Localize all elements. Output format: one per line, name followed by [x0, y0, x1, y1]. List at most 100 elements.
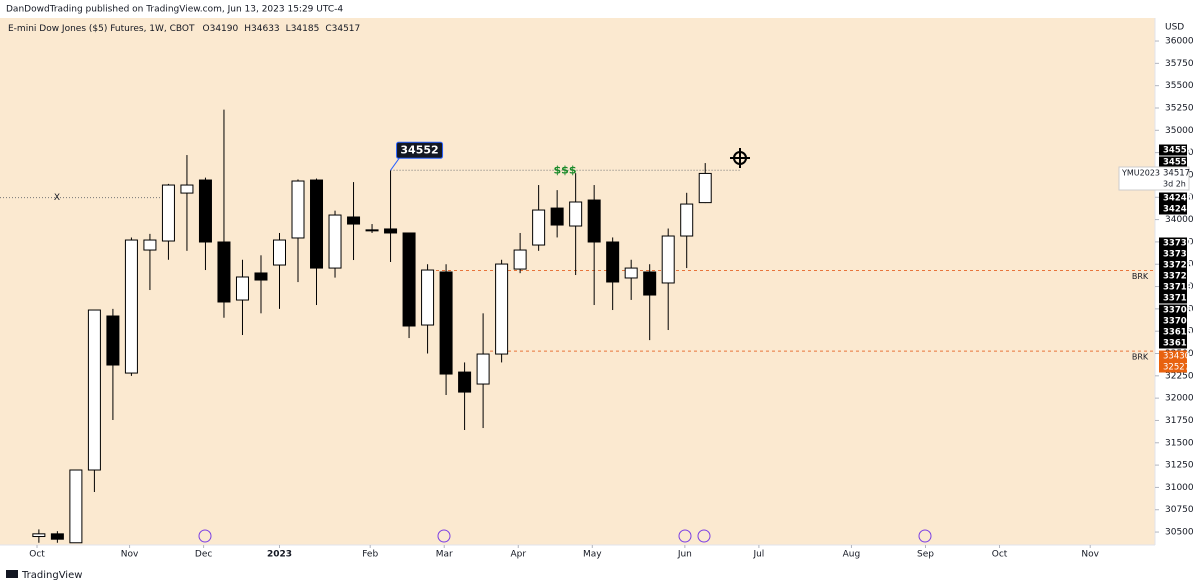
y-tick-label: 35000 — [1165, 126, 1194, 136]
candle-body — [680, 203, 694, 237]
candle-body — [69, 469, 83, 544]
price-badge — [1159, 156, 1187, 168]
x-tick-label: Aug — [843, 550, 861, 560]
candle-body — [198, 179, 212, 243]
price-badge-label: 34551 — [1163, 158, 1193, 168]
x-tick-label: Nov — [121, 550, 139, 560]
candle-body — [347, 216, 361, 225]
candle-body — [143, 239, 157, 251]
candle-body — [698, 172, 712, 204]
brk-label: BRK — [1132, 353, 1149, 362]
symbol: E-mini Dow Jones ($5) Futures, 1W, CBOT — [8, 24, 195, 34]
countdown: 3d 2h — [1163, 180, 1186, 189]
x-tick-label: Dec — [195, 550, 212, 560]
candle-body — [87, 309, 101, 471]
price-badge — [1159, 144, 1187, 156]
candle-body — [254, 272, 268, 281]
ohlc-letter: C — [325, 24, 331, 34]
y-tick-label: 30500 — [1165, 528, 1194, 538]
event-icons — [198, 529, 932, 543]
price-badge-label: 33726 — [1163, 272, 1193, 282]
price-badge-label: 33719 — [1163, 283, 1193, 293]
candle-body — [569, 201, 583, 227]
x-tick-label: 2023 — [267, 550, 292, 560]
price-badge — [1159, 203, 1187, 215]
ohlc-letter: O — [203, 24, 210, 34]
candle-body — [476, 353, 490, 385]
brk-label: BRK — [1132, 272, 1149, 281]
y-tick-label: 31750 — [1165, 416, 1194, 426]
x-tick-label: Sep — [917, 550, 934, 560]
price-badge-label: 34246 — [1163, 194, 1193, 204]
candle-body — [439, 271, 453, 375]
price-badge — [1159, 237, 1187, 249]
x-tick-label: May — [583, 550, 602, 560]
footer: TradingView — [21, 570, 82, 581]
candle-body — [402, 232, 416, 327]
tv-logo — [6, 570, 18, 578]
plot-background — [0, 18, 1155, 545]
price-badge — [1159, 192, 1187, 204]
y-tick-label: 31250 — [1165, 461, 1194, 471]
price-badge — [1159, 248, 1187, 260]
dollar-note: $$$ — [554, 163, 577, 176]
chart-title: E-mini Dow Jones ($5) Futures, 1W, CBOT O… — [8, 24, 360, 34]
price-badge — [1159, 304, 1187, 316]
x-tick-label: Mar — [436, 550, 453, 560]
y-tick-label: 36000 — [1165, 37, 1194, 47]
candle-body — [365, 229, 379, 232]
price-badge-label: 33726 — [1163, 261, 1193, 271]
candle-body — [32, 533, 46, 538]
last-price: 34517 — [1163, 169, 1190, 179]
candle-body — [624, 267, 638, 279]
price-badge-label: 33708 — [1163, 317, 1193, 327]
candle-body — [161, 184, 175, 242]
price-badge — [1159, 281, 1187, 293]
x-level-label: X — [54, 193, 60, 203]
price-badge-label: 34246 — [1163, 205, 1193, 215]
price-badge-label: 34551 — [1163, 146, 1193, 156]
price-badge — [1159, 292, 1187, 304]
publisher-line: DanDowdTrading published on TradingView.… — [6, 5, 343, 15]
candle-body — [180, 184, 194, 194]
y-tick-label: 32000 — [1165, 394, 1194, 404]
x-tick-label: Oct — [29, 550, 45, 560]
candle-body — [661, 235, 675, 284]
y-tick-label: 35250 — [1165, 103, 1194, 113]
candle-body — [217, 241, 231, 303]
candle-body — [532, 209, 546, 246]
ohlc-value: 34633 — [251, 24, 280, 34]
x-tick-label: Jul — [752, 550, 764, 560]
price-badge-label: 33708 — [1163, 306, 1193, 316]
x-tick-label: Apr — [510, 550, 526, 560]
x-tick-label: Jun — [677, 550, 692, 560]
candle-body — [328, 214, 342, 269]
price-badge-label: 33719 — [1163, 294, 1193, 304]
candle-body — [643, 271, 657, 296]
callout-box — [396, 141, 444, 159]
candle-body — [384, 228, 398, 234]
price-badge-label: 33615 — [1163, 339, 1193, 349]
crosshair-icon — [730, 148, 750, 168]
y-tick-label: 35750 — [1165, 59, 1194, 69]
x-tick-label: Nov — [1081, 550, 1099, 560]
candle-body — [513, 249, 527, 270]
ohlc-letter: H — [244, 24, 251, 34]
y-tick-label: 30750 — [1165, 505, 1194, 515]
price-badge — [1159, 270, 1187, 282]
ohlc-letter: L — [286, 24, 291, 34]
price-badge — [1159, 337, 1187, 349]
candle-body — [272, 239, 286, 266]
ohlc-value: 34185 — [291, 24, 320, 34]
price-badge — [1159, 315, 1187, 327]
candle-body — [458, 371, 472, 393]
alert-badge — [1159, 350, 1187, 362]
alert-badge-label: 33430 — [1163, 352, 1190, 362]
price-badge — [1159, 259, 1187, 271]
candle-body — [235, 276, 249, 301]
candle-body — [50, 533, 64, 540]
candle-body — [291, 180, 305, 239]
price-badge-label: 33731 — [1163, 250, 1193, 260]
ohlc-value: 34517 — [332, 24, 361, 34]
